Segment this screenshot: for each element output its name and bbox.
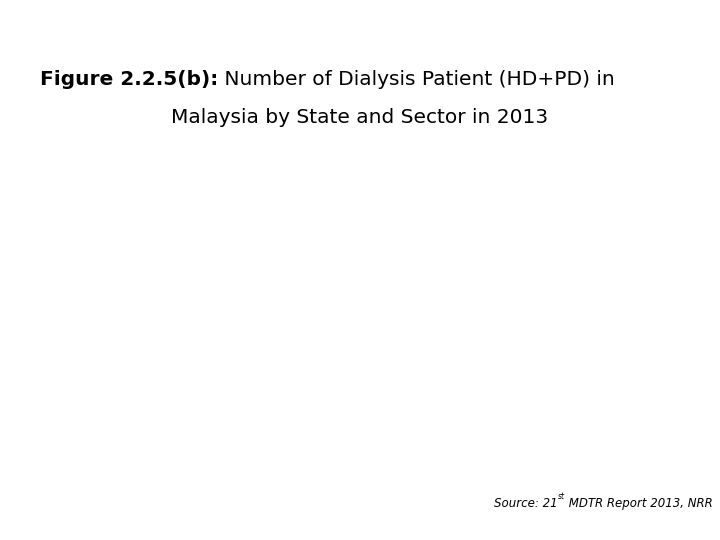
- Text: Source: 21: Source: 21: [495, 497, 558, 510]
- Text: Malaysia by State and Sector in 2013: Malaysia by State and Sector in 2013: [171, 108, 549, 127]
- Text: Number of Dialysis Patient (HD+PD) in: Number of Dialysis Patient (HD+PD) in: [218, 70, 615, 89]
- Text: st: st: [558, 491, 565, 501]
- Text: Figure 2.2.5(b):: Figure 2.2.5(b):: [40, 70, 218, 89]
- Text: MDTR Report 2013, NRR: MDTR Report 2013, NRR: [565, 497, 713, 510]
